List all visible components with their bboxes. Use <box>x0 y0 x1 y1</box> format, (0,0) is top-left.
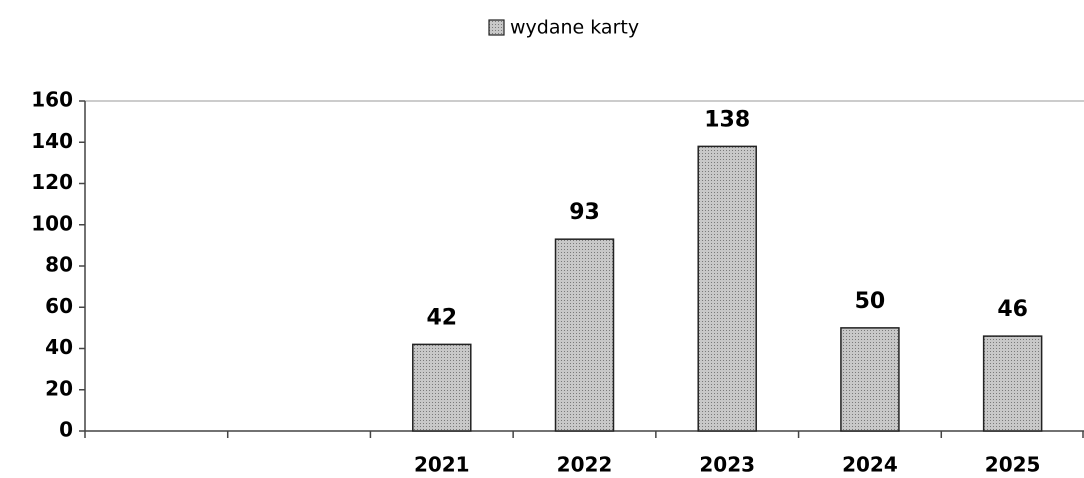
bar <box>697 145 757 432</box>
x-tick-label: 2021 <box>414 453 470 477</box>
bar <box>412 343 472 432</box>
value-label: 46 <box>997 297 1028 322</box>
y-tick-label: 120 <box>31 170 73 194</box>
y-tick-label: 140 <box>31 129 73 153</box>
y-tick-label: 100 <box>31 211 73 235</box>
value-label: 42 <box>426 305 457 330</box>
legend-swatch <box>488 19 505 36</box>
value-label: 93 <box>569 200 600 225</box>
y-tick-label: 60 <box>45 294 73 318</box>
y-tick-label: 40 <box>45 335 73 359</box>
value-label: 50 <box>855 289 886 314</box>
y-tick-label: 160 <box>31 88 73 112</box>
bar <box>982 335 1043 432</box>
bar <box>554 238 615 432</box>
x-tick-label: 2024 <box>842 453 898 477</box>
y-tick-label: 80 <box>45 253 73 277</box>
y-tick-label: 20 <box>45 376 73 400</box>
x-tick-label: 2025 <box>985 453 1041 477</box>
x-tick-label: 2022 <box>557 453 613 477</box>
legend-label: wydane karty <box>510 17 639 39</box>
bar <box>840 327 900 432</box>
value-label: 138 <box>704 107 750 132</box>
y-tick-label: 0 <box>59 418 73 442</box>
x-tick-label: 2023 <box>699 453 755 477</box>
